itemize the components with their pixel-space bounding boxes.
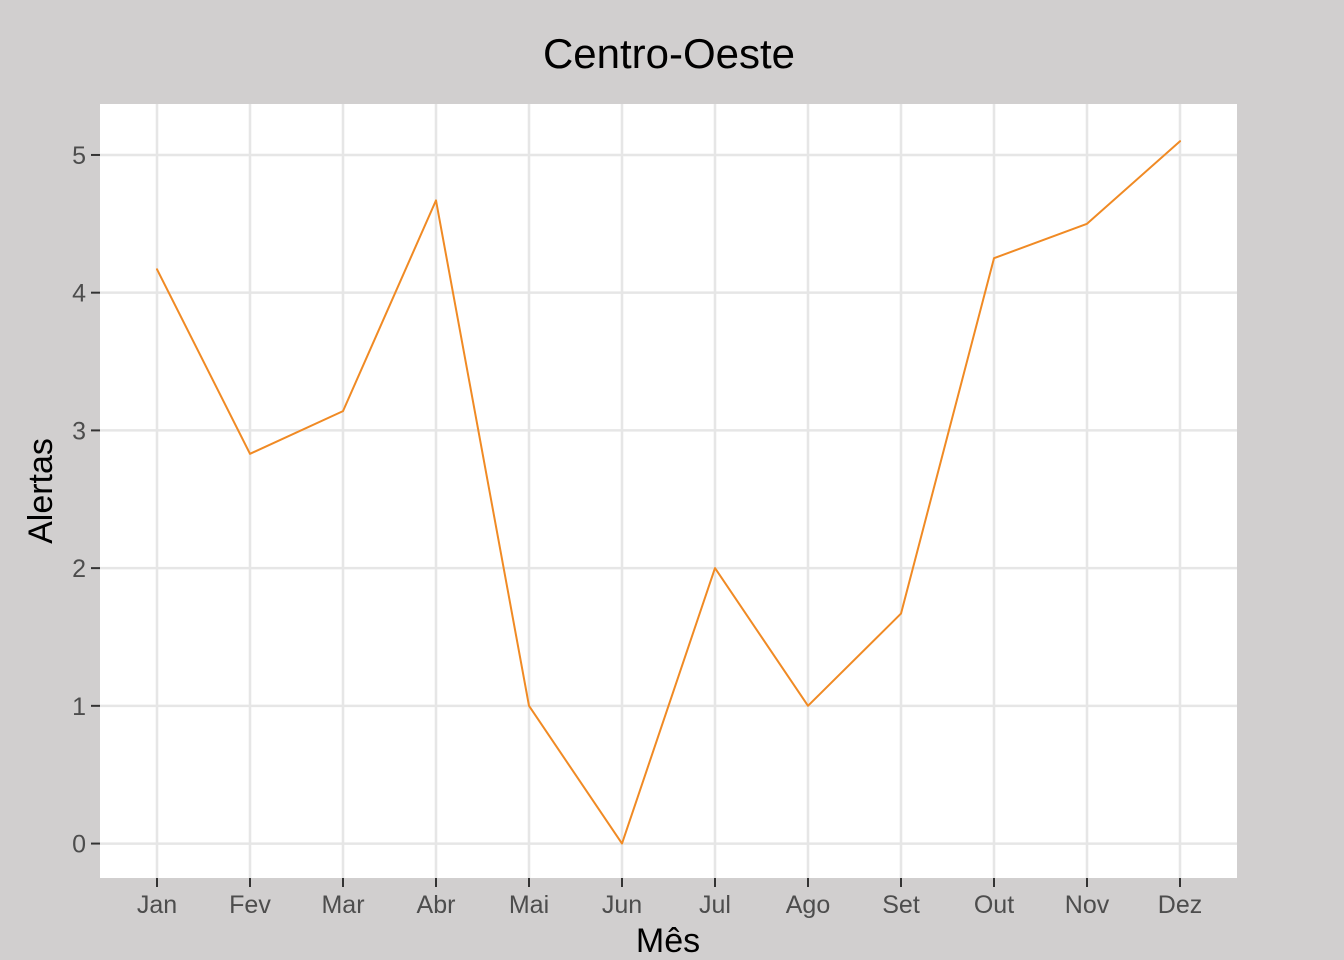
y-tick-label: 3 [72, 417, 86, 445]
x-tick-label: Set [882, 891, 920, 919]
x-tick-label: Nov [1065, 891, 1110, 919]
x-tick-label: Fev [229, 891, 271, 919]
series-lines [156, 140, 1181, 845]
series-line [156, 140, 1181, 845]
x-tick-label: Dez [1158, 891, 1202, 919]
x-tick-label: Abr [417, 891, 456, 919]
y-tick-label: 0 [72, 831, 86, 859]
y-tick-label: 2 [72, 555, 86, 583]
y-tick-label: 4 [72, 280, 86, 308]
y-tick-label: 5 [72, 142, 86, 170]
x-axis-title: Mês [636, 922, 700, 960]
plot-panel [100, 104, 1237, 878]
x-axis-ticks: Jan Fev Mar Abr Mai Jun Jul Ago Set Out Nov Dez [137, 878, 1202, 919]
x-tick-label: Jan [137, 891, 177, 919]
y-axis-title: Alertas [22, 438, 60, 544]
x-tick-label: Ago [786, 891, 830, 919]
x-tick-label: Mar [321, 891, 364, 919]
vertical-gridlines [155, 104, 1182, 878]
y-axis-ticks: 0 1 2 3 4 5 [72, 142, 100, 859]
chart-title: Centro-Oeste [543, 30, 795, 77]
x-tick-label: Out [974, 891, 1014, 919]
y-tick-label: 1 [72, 693, 86, 721]
x-tick-label: Mai [509, 891, 549, 919]
x-tick-label: Jun [602, 891, 642, 919]
x-tick-label: Jul [699, 891, 731, 919]
